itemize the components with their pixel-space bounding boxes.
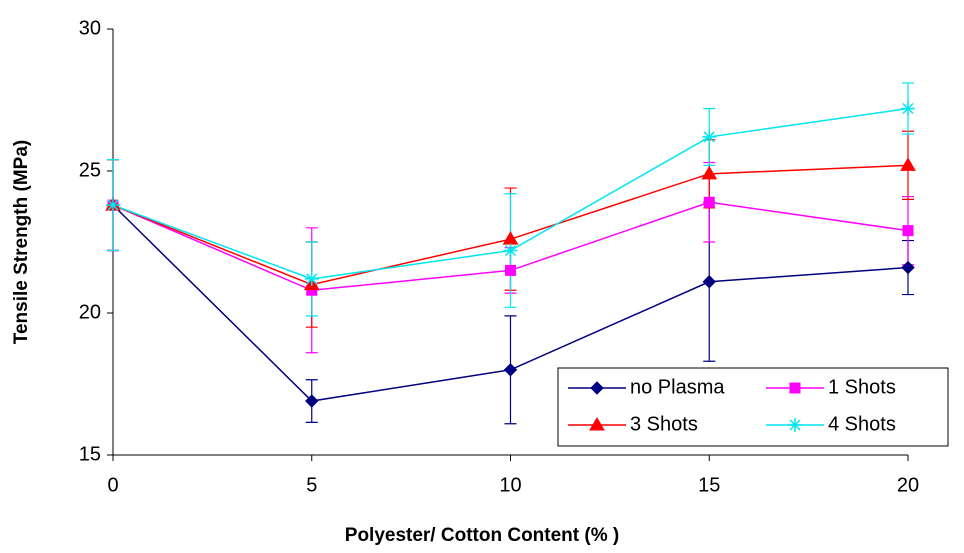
marker [902, 225, 914, 237]
y-tick-label: 25 [79, 159, 101, 181]
marker [901, 101, 915, 116]
legend-marker [589, 417, 605, 431]
marker [703, 196, 715, 208]
x-tick-label: 10 [499, 474, 521, 496]
y-tick-label: 15 [79, 443, 101, 465]
legend-marker [789, 382, 801, 394]
marker [900, 157, 916, 171]
marker [901, 260, 915, 275]
x-tick-label: 5 [306, 474, 317, 496]
legend-box [557, 367, 949, 447]
marker [505, 264, 516, 276]
legend-marker [788, 418, 802, 432]
x-tick-label: 0 [107, 474, 118, 496]
marker [106, 198, 120, 213]
marker [702, 275, 716, 289]
y-tick-label: 30 [79, 17, 101, 39]
y-tick-label: 20 [79, 301, 101, 323]
legend-label: 4 Shots [828, 413, 896, 435]
legend-marker [590, 381, 604, 395]
marker [503, 363, 518, 377]
marker [701, 165, 718, 180]
marker [503, 243, 518, 258]
legend-label: no Plasma [630, 376, 725, 398]
x-tick-label: 20 [897, 474, 919, 496]
legend-label: 1 Shots [828, 376, 896, 398]
x-axis-label: Polyester/ Cotton Content (% ) [345, 525, 619, 546]
marker [304, 271, 319, 286]
marker [702, 129, 717, 144]
y-axis-label: Tensile Strength (MPa) [11, 140, 32, 344]
x-tick-label: 15 [698, 474, 720, 496]
legend: no Plasma 1 Shots 3 Shots 4 Shots [557, 367, 949, 447]
legend-label: 3 Shots [630, 413, 698, 435]
marker [305, 394, 319, 408]
